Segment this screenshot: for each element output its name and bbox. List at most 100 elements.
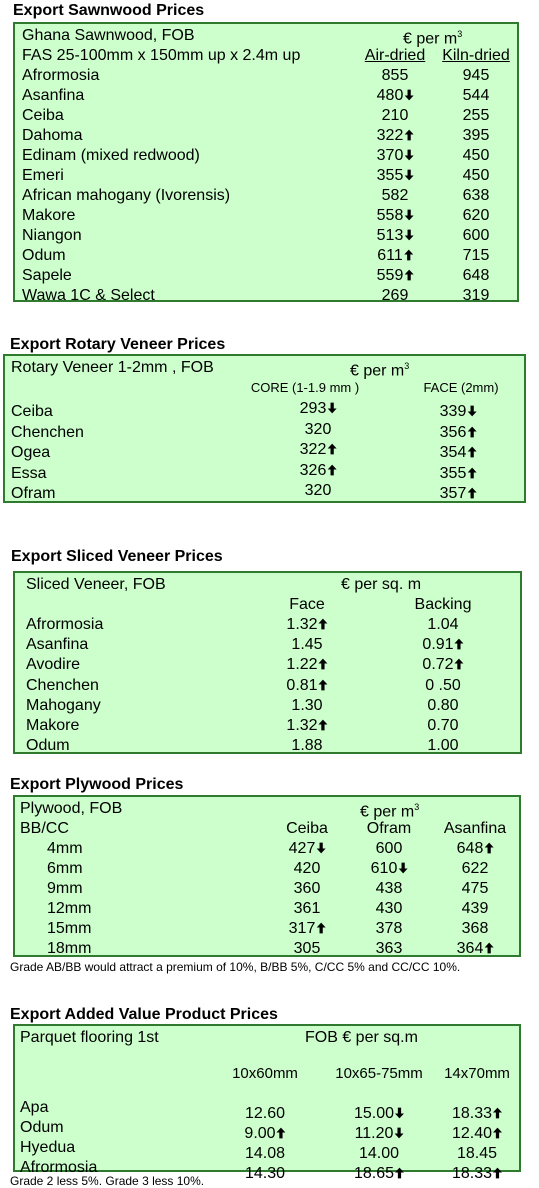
sliced-face-price: 1.32 [286, 716, 328, 736]
sliced-title: Export Sliced Veneer Prices [11, 548, 223, 565]
added-species: Odum [20, 1119, 64, 1136]
added-price: 14.08 [244, 1145, 286, 1162]
sawnwood-kiln-dried-price: 638 [462, 187, 490, 204]
arrow-up-icon [276, 1127, 286, 1139]
sawnwood-species: Edinam (mixed redwood) [22, 147, 200, 164]
arrow-up-icon [467, 467, 477, 478]
added-label: Parquet flooring 1st [20, 1029, 159, 1046]
plywood-price: 439 [461, 900, 489, 917]
rotary-core-price: 320 [304, 482, 332, 499]
sliced-face-price: 1.45 [291, 636, 323, 654]
sawnwood-species: Dahoma [22, 127, 83, 144]
plywood-thickness: 18mm [47, 940, 92, 957]
arrow-up-icon [318, 658, 328, 670]
plywood-thickness: 15mm [47, 920, 92, 937]
added-col-10x65-75: 10x65-75mm [335, 1065, 423, 1082]
sawnwood-species: Wawa 1C & Select [22, 287, 155, 304]
sliced-table: Sliced Veneer, FOB € per sq. m Face Back… [13, 571, 522, 754]
plywood-title: Export Plywood Prices [10, 776, 184, 793]
sliced-species: Avodire [26, 656, 80, 674]
sliced-col-face: Face [289, 596, 325, 613]
added-price: 9.00 [244, 1124, 286, 1144]
rotary-col-core: CORE (1-1.9 mm ) [250, 380, 360, 395]
sawnwood-label: Ghana Sawnwood, FOB [22, 27, 195, 44]
arrow-up-icon [484, 842, 494, 854]
plywood-price: 420 [293, 860, 321, 877]
added-price: 14.30 [244, 1165, 286, 1182]
plywood-price: 361 [293, 900, 321, 917]
plywood-table: Plywood, FOB € per m3 BB/CC Ceiba Ofram … [13, 795, 521, 957]
added-note: Grade 2 less 5%. Grade 3 less 10%. [10, 1174, 205, 1188]
sawnwood-air-dried-price: 559 [377, 266, 414, 286]
sawnwood-species: African mahogany (Ivorensis) [22, 187, 231, 204]
arrow-up-icon [493, 1167, 503, 1179]
sawnwood-species: Niangon [22, 227, 82, 244]
added-table: Parquet flooring 1st FOB € per sq.m 10x6… [13, 1024, 521, 1182]
sawnwood-kiln-dried-price: 544 [462, 87, 490, 104]
sawnwood-kiln-dried-price: 600 [462, 227, 490, 244]
arrow-down-icon [404, 149, 414, 161]
sawnwood-air-dried-price: 855 [381, 67, 409, 84]
added-species: Apa [20, 1099, 49, 1116]
arrow-up-icon [467, 446, 477, 458]
plywood-price: 430 [375, 900, 403, 917]
rotary-table: Rotary Veneer 1-2mm , FOB € per m3 CORE … [3, 354, 526, 503]
added-price: 15.00 [354, 1104, 405, 1124]
sliced-face-price: 1.30 [291, 696, 323, 714]
sawnwood-kiln-dried-price: 620 [462, 207, 490, 224]
added-price: 18.33 [452, 1104, 503, 1124]
rotary-core-price: 293 [300, 399, 337, 419]
sawnwood-species: Sapele [22, 267, 72, 284]
arrow-up-icon [467, 426, 477, 437]
sliced-unit: € per sq. m [341, 576, 422, 593]
plywood-price: 475 [461, 880, 489, 897]
plywood-price: 317 [289, 919, 326, 939]
rotary-face-price: 355 [440, 464, 477, 484]
plywood-price: 363 [375, 940, 403, 957]
arrow-up-icon [318, 719, 328, 731]
rotary-species: Chenchen [11, 423, 84, 441]
arrow-up-icon [484, 942, 494, 954]
sliced-species: Asanfina [26, 636, 89, 654]
rotary-species: Ofram [11, 485, 56, 502]
plywood-price: 622 [461, 860, 489, 877]
rotary-species: Essa [11, 464, 47, 482]
added-price: 12.40 [452, 1124, 503, 1144]
arrow-up-icon [404, 129, 414, 141]
arrow-down-icon [316, 842, 326, 854]
sawnwood-species: Emeri [22, 167, 64, 184]
arrow-up-icon [404, 269, 414, 281]
plywood-price: 305 [293, 940, 321, 957]
plywood-price: 600 [375, 840, 403, 857]
rotary-title: Export Rotary Veneer Prices [10, 336, 226, 353]
sliced-face-price: 1.22 [286, 655, 328, 675]
rotary-face-price: 356 [440, 423, 477, 443]
sawnwood-air-dried-price: 513 [377, 226, 414, 246]
plywood-grade: BB/CC [20, 820, 69, 837]
sliced-backing-price: 0.91 [422, 635, 464, 655]
sliced-species: Odum [26, 737, 70, 755]
plywood-price: 648 [457, 839, 494, 859]
added-price: 18.45 [456, 1145, 498, 1162]
rotary-core-price: 326 [300, 461, 337, 481]
sawnwood-kiln-dried-price: 395 [462, 127, 490, 144]
arrow-down-icon [398, 862, 408, 874]
arrow-up-icon [493, 1107, 503, 1119]
sliced-face-price: 1.32 [286, 615, 328, 635]
sliced-backing-price: 1.04 [427, 616, 459, 633]
sawnwood-species: Odum [22, 247, 66, 264]
plywood-thickness: 9mm [47, 880, 83, 897]
sawnwood-air-dried-price: 582 [381, 187, 409, 204]
rotary-label: Rotary Veneer 1-2mm , FOB [11, 359, 214, 376]
arrow-up-icon [395, 1167, 405, 1179]
rotary-face-price: 354 [440, 443, 477, 463]
arrow-down-icon [404, 209, 414, 221]
plywood-price: 427 [289, 839, 326, 859]
sawnwood-species: Ceiba [22, 107, 64, 124]
plywood-price: 368 [461, 920, 489, 937]
added-unit: FOB € per sq.m [305, 1029, 418, 1046]
sawnwood-col-air-dried: Air-dried [364, 47, 426, 64]
sawnwood-kiln-dried-price: 648 [462, 267, 490, 284]
rotary-face-price: 339 [440, 402, 477, 422]
rotary-core-price: 322 [300, 440, 337, 460]
